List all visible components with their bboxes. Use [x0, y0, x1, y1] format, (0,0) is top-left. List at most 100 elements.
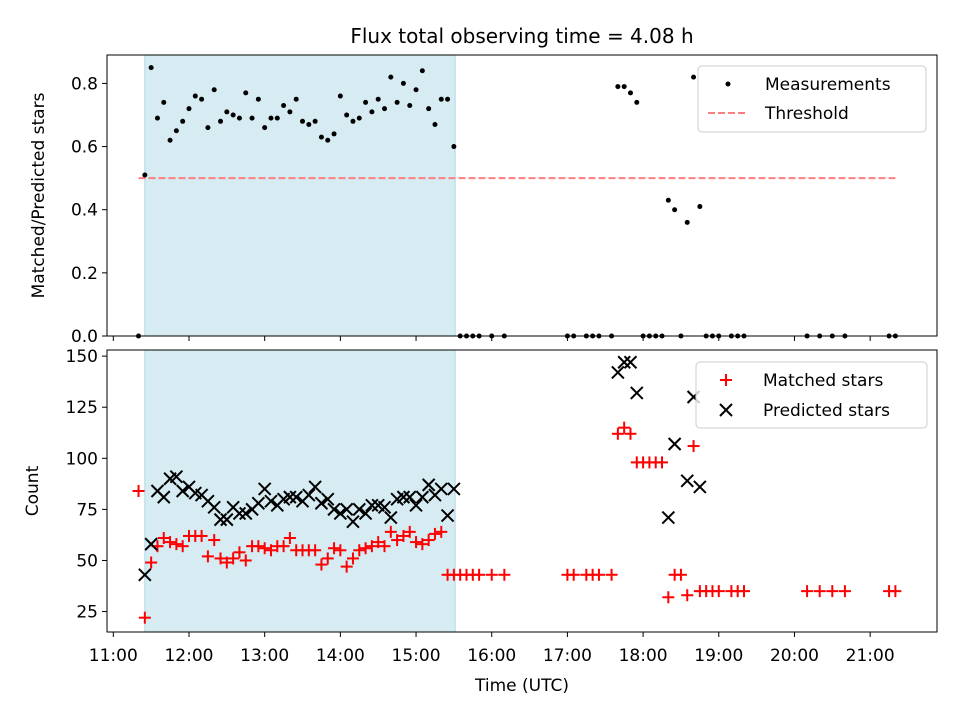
matched-star-point [397, 529, 410, 542]
measurement-point [268, 115, 274, 121]
measurement-point [627, 90, 633, 96]
matched-star-point [309, 544, 322, 557]
legend-measurements-marker [725, 81, 731, 87]
matched-star-point [321, 552, 334, 565]
measurement-point [382, 106, 388, 112]
x-mark-b [207, 500, 221, 515]
matched-star-point [498, 568, 511, 581]
predicted-star-point [611, 365, 625, 380]
matched-star-point [435, 525, 448, 538]
measurement-point [691, 74, 697, 80]
legend-matched-label: Matched stars [763, 371, 883, 391]
predicted-star-point [308, 480, 322, 494]
y-tick-label: 150 [66, 347, 98, 367]
predicted-star-point [693, 480, 707, 494]
measurement-point [199, 96, 205, 102]
bottom-legend: Matched stars Predicted stars [695, 361, 928, 429]
x-mark-b [440, 508, 455, 523]
x-mark-b [377, 500, 392, 515]
measurement-point [218, 118, 224, 124]
x-mark-b [226, 500, 240, 515]
measurement-point [451, 144, 457, 150]
predicted-star-point [415, 490, 430, 504]
x-tick-label: 12:00 [164, 646, 213, 666]
bottom-legend-box [695, 361, 928, 429]
measurement-point [419, 68, 425, 74]
predicted-star-point [680, 474, 694, 488]
matched-star-point [592, 568, 605, 581]
predicted-star-point [630, 386, 644, 400]
matched-star-point [328, 542, 341, 555]
predicted-star-point [302, 488, 316, 502]
matched-star-point [201, 550, 214, 563]
matched-star-point [145, 556, 158, 569]
matched-star-point [365, 540, 378, 553]
measurement-point [211, 87, 217, 93]
matched-star-point [170, 538, 183, 551]
matched-star-point [157, 532, 170, 544]
predicted-star-point [289, 490, 303, 504]
x-mark-b [188, 486, 203, 500]
x-mark-b [201, 494, 215, 508]
measurement-point [344, 112, 350, 118]
matched-star-point [838, 585, 851, 598]
predicted-star-point [352, 502, 366, 517]
predicted-star-point [440, 508, 455, 523]
measurement-point [312, 118, 318, 124]
matched-star-point [264, 544, 277, 557]
predicted-star-point [339, 502, 354, 517]
predicted-star-point [447, 482, 461, 496]
measurement-point [255, 96, 261, 102]
matched-star-point [227, 552, 240, 565]
predicted-star-point [251, 496, 266, 510]
x-mark-b [321, 492, 335, 506]
x-mark-b [194, 488, 209, 502]
legend-predicted-label: Predicted stars [763, 401, 890, 421]
matched-star-point [624, 427, 637, 440]
bottom-y-axis: 25 50 75 100 125 150 [66, 347, 107, 623]
x-mark-b [175, 484, 190, 498]
matched-star-point [738, 585, 751, 598]
x-mark-b [661, 510, 676, 525]
x-mark-b [358, 506, 373, 521]
measurement-point [287, 109, 293, 115]
y-tick-label: 50 [76, 551, 98, 571]
predicted-star-point [384, 510, 398, 525]
predicted-star-point [207, 500, 221, 515]
predicted-star-point [220, 512, 234, 527]
matched-star-point [208, 534, 221, 547]
predicted-star-point [333, 506, 348, 521]
x-tick-label: 17:00 [543, 646, 592, 666]
legend-measurements-label: Measurements [765, 75, 891, 95]
measurement-point [413, 87, 419, 93]
x-mark-b [409, 498, 423, 513]
x-mark-b [264, 494, 278, 508]
x-mark-b [157, 490, 171, 504]
predicted-star-point [434, 482, 448, 496]
matched-star-point [353, 544, 366, 557]
measurement-point [665, 197, 671, 203]
predicted-star-point [661, 510, 676, 525]
measurement-point [192, 93, 198, 99]
measurement-point [394, 99, 400, 105]
matched-star-point [315, 558, 328, 571]
x-tick-label: 18:00 [619, 646, 668, 666]
predicted-star-point [327, 502, 341, 517]
predicted-star-point [232, 506, 247, 521]
matched-star-point [687, 440, 700, 453]
y-tick-label: 75 [76, 500, 98, 520]
measurement-point [167, 137, 173, 143]
measurement-point [445, 96, 451, 102]
legend-matched-marker [720, 374, 732, 386]
measurement-point [438, 96, 444, 102]
x-tick-label: 14:00 [316, 646, 365, 666]
predicted-star-point [138, 568, 152, 582]
x-tick-label: 20:00 [770, 646, 819, 666]
measurement-point [369, 109, 375, 115]
matched-star-point [826, 585, 839, 598]
matched-star-point [656, 456, 669, 469]
predicted-star-point [617, 355, 631, 369]
x-tick-label: 15:00 [392, 646, 441, 666]
measurement-point [281, 103, 287, 109]
